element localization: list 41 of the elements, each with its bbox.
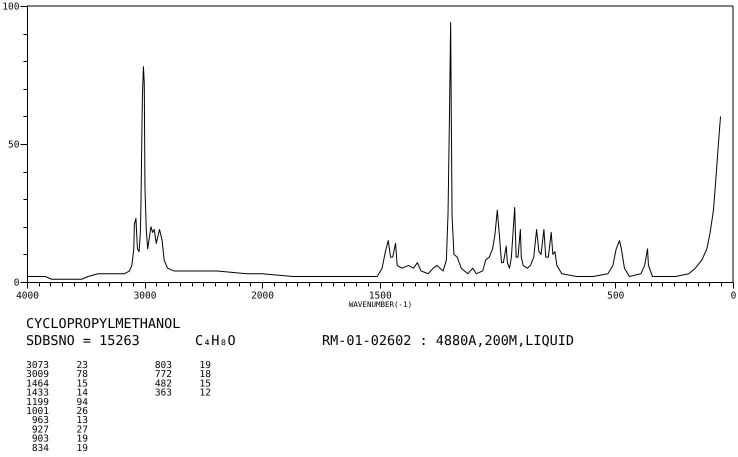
text: RM-01-02602 : 4880A,200M,LIQUID xyxy=(322,333,574,349)
text: 834 xyxy=(32,442,50,454)
text: 903 xyxy=(32,434,49,445)
text: 27 xyxy=(76,424,88,436)
text: 19 xyxy=(76,434,88,445)
text: 12 xyxy=(200,388,211,399)
text: 1001 xyxy=(26,406,50,417)
x-tick-label: 500 xyxy=(607,290,625,302)
x-tick-label: 3000 xyxy=(134,290,157,302)
text: C₄H₈O xyxy=(195,333,236,349)
text: 803 xyxy=(154,360,172,371)
text: 3009 xyxy=(26,369,50,380)
text: 18 xyxy=(200,369,212,380)
x-tick-label: 1500 xyxy=(368,290,392,302)
x-tick-label: 0 xyxy=(730,290,737,302)
text: 13 xyxy=(76,415,88,426)
text: 94 xyxy=(76,396,88,408)
text: 15 xyxy=(200,378,211,390)
text: 3073 xyxy=(26,360,49,371)
text: 1199 xyxy=(26,396,50,408)
text: 1433 xyxy=(26,388,49,399)
text: 1464 xyxy=(26,378,50,390)
text: 772 xyxy=(154,369,172,380)
y-tick-label: 0 xyxy=(14,278,20,288)
text: 363 xyxy=(154,388,172,399)
text: 23 xyxy=(76,360,88,371)
text: 927 xyxy=(32,424,49,436)
text: 14 xyxy=(76,388,88,399)
text: CYCLOPROPYLMETHANOL xyxy=(26,316,180,332)
text: 19 xyxy=(200,360,212,371)
text: 78 xyxy=(76,369,88,380)
y-tick-label: 50 xyxy=(8,140,20,150)
text: 26 xyxy=(76,406,88,417)
text: 15 xyxy=(76,378,88,390)
text: 963 xyxy=(32,415,49,426)
text: 19 xyxy=(76,442,88,454)
text: 482 xyxy=(154,378,172,390)
x-tick-label: 4000 xyxy=(16,290,40,302)
y-tick-label: 100 xyxy=(2,2,20,12)
x-tick-label: 2000 xyxy=(251,290,274,302)
text: SDBSNO = 15263 xyxy=(26,333,140,349)
